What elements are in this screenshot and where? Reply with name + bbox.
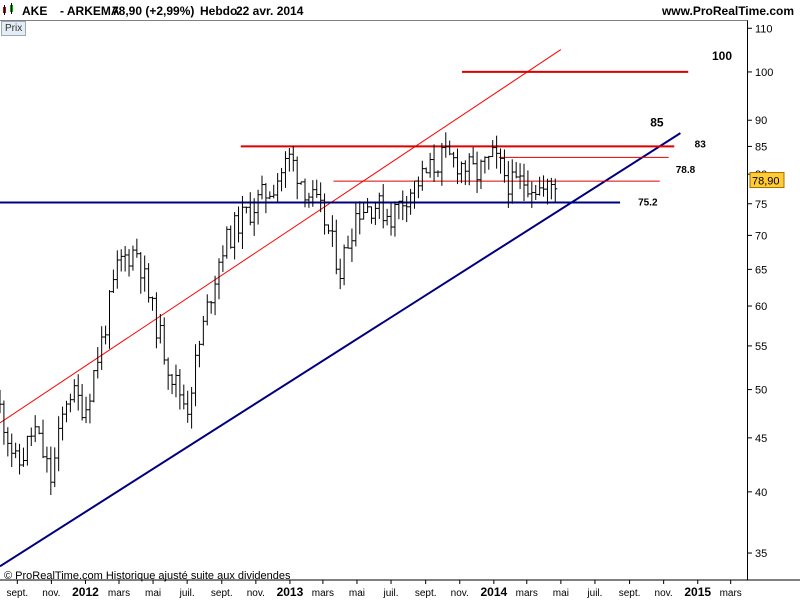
current-price-badge <box>749 172 785 189</box>
red-trendline <box>0 49 562 424</box>
y-tick-label: 40 <box>755 487 767 499</box>
x-tick-label: 2013 <box>277 585 304 599</box>
y-tick-label: 65 <box>755 264 767 276</box>
date-label: 22 avr. 2014 <box>236 4 304 18</box>
x-tick-label: mars <box>720 588 742 599</box>
y-tick-label: 75 <box>755 199 767 211</box>
x-tick-label: mai <box>145 588 161 599</box>
x-tick-label: nov. <box>247 588 265 599</box>
site-url[interactable]: www.ProRealTime.com <box>661 4 794 18</box>
x-tick-label: sept. <box>6 588 28 599</box>
x-tick-label: nov. <box>655 588 673 599</box>
footer-note: © ProRealTime.com Historique ajusté suit… <box>4 570 291 582</box>
resistance-label: 83 <box>695 139 707 150</box>
blue-trendline <box>0 132 681 568</box>
y-tick-label: 85 <box>755 141 767 153</box>
ticker-symbol: AKE <box>22 4 48 18</box>
resistance-label: 78.8 <box>676 165 696 176</box>
x-tick-label: mars <box>516 588 538 599</box>
x-tick-label: juil. <box>586 588 602 599</box>
x-tick-label: mars <box>108 588 130 599</box>
prix-tab[interactable]: Prix <box>1 21 27 36</box>
x-tick-label: mai <box>553 588 569 599</box>
x-tick-label: mai <box>349 588 365 599</box>
current-price-label: 78,90 <box>752 176 780 188</box>
support-label: 75.2 <box>638 198 658 209</box>
price-change: 78,90 (+2,99%) <box>112 4 195 18</box>
candlestick-icon <box>3 3 13 15</box>
x-tick-label: 2012 <box>72 585 99 599</box>
x-tick-label: juil. <box>383 588 399 599</box>
x-tick-label: sept. <box>211 588 233 599</box>
y-tick-label: 35 <box>755 548 767 560</box>
period-label: Hebdo <box>200 4 238 18</box>
x-tick-label: sept. <box>619 588 641 599</box>
y-tick-label: 100 <box>755 67 773 79</box>
y-tick-label: 60 <box>755 301 767 313</box>
y-tick-label: 50 <box>755 385 767 397</box>
x-tick-label: mars <box>312 588 334 599</box>
y-tick-label: 70 <box>755 230 767 242</box>
chart-header: AKE - ARKEMA 78,90 (+2,99%) Hebdo 22 avr… <box>0 0 800 20</box>
resistance-label: 85 <box>650 115 664 129</box>
x-tick-label: nov. <box>451 588 469 599</box>
y-tick-label: 45 <box>755 433 767 445</box>
x-tick-label: nov. <box>42 588 60 599</box>
x-tick-label: juil. <box>179 588 195 599</box>
y-tick-label: 110 <box>755 23 773 35</box>
y-tick-label: 55 <box>755 341 767 353</box>
x-tick-label: sept. <box>415 588 437 599</box>
resistance-label: 100 <box>712 49 732 63</box>
x-tick-label: 2015 <box>684 585 711 599</box>
y-tick-label: 90 <box>755 115 767 127</box>
company-name: - ARKEMA <box>60 4 120 18</box>
x-tick-label: 2014 <box>480 585 507 599</box>
plot-area[interactable] <box>0 20 748 580</box>
